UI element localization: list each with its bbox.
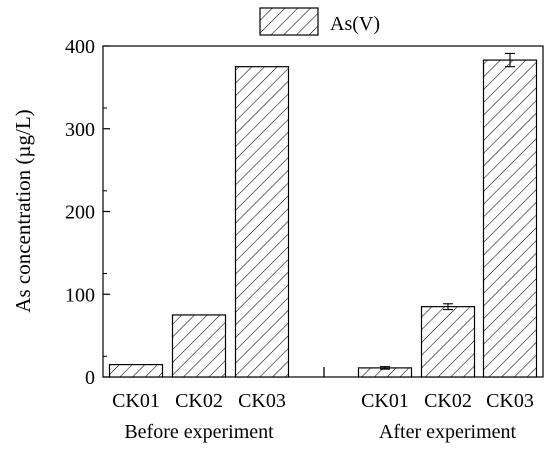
y-axis-ticks: 0 100 200 300 400 bbox=[65, 36, 110, 389]
x-category-label: CK03 bbox=[486, 390, 534, 412]
x-axis-labels: CK01 CK02 CK03 CK01 CK02 CK03 bbox=[112, 390, 534, 412]
plot-frame bbox=[102, 45, 544, 378]
legend-label-as-v: As(V) bbox=[330, 13, 380, 35]
bar-before-ck01 bbox=[108, 363, 164, 378]
x-category-label: CK02 bbox=[424, 390, 472, 412]
y-tick-label: 100 bbox=[65, 284, 95, 306]
x-category-label: CK03 bbox=[238, 390, 286, 412]
y-tick-label: 300 bbox=[65, 119, 95, 141]
x-category-label: CK02 bbox=[175, 390, 223, 412]
y-tick-label: 0 bbox=[85, 367, 95, 389]
y-tick-label: 200 bbox=[65, 202, 95, 224]
bar-after-ck02 bbox=[420, 306, 476, 378]
group-label-before: Before experiment bbox=[124, 421, 274, 443]
bar-after-ck03 bbox=[482, 59, 538, 378]
group-label-after: After experiment bbox=[379, 421, 517, 443]
legend-swatch bbox=[259, 7, 319, 36]
x-category-label: CK01 bbox=[112, 390, 160, 412]
bar-before-ck03 bbox=[234, 66, 290, 378]
x-category-label: CK01 bbox=[361, 390, 409, 412]
y-tick-label: 400 bbox=[65, 36, 95, 58]
bar-before-ck02 bbox=[171, 314, 227, 378]
bars bbox=[108, 52, 538, 378]
legend: As(V) bbox=[259, 7, 380, 36]
group-labels: Before experiment After experiment bbox=[124, 421, 516, 443]
y-axis-label: As concentration (µg/L) bbox=[11, 109, 35, 312]
